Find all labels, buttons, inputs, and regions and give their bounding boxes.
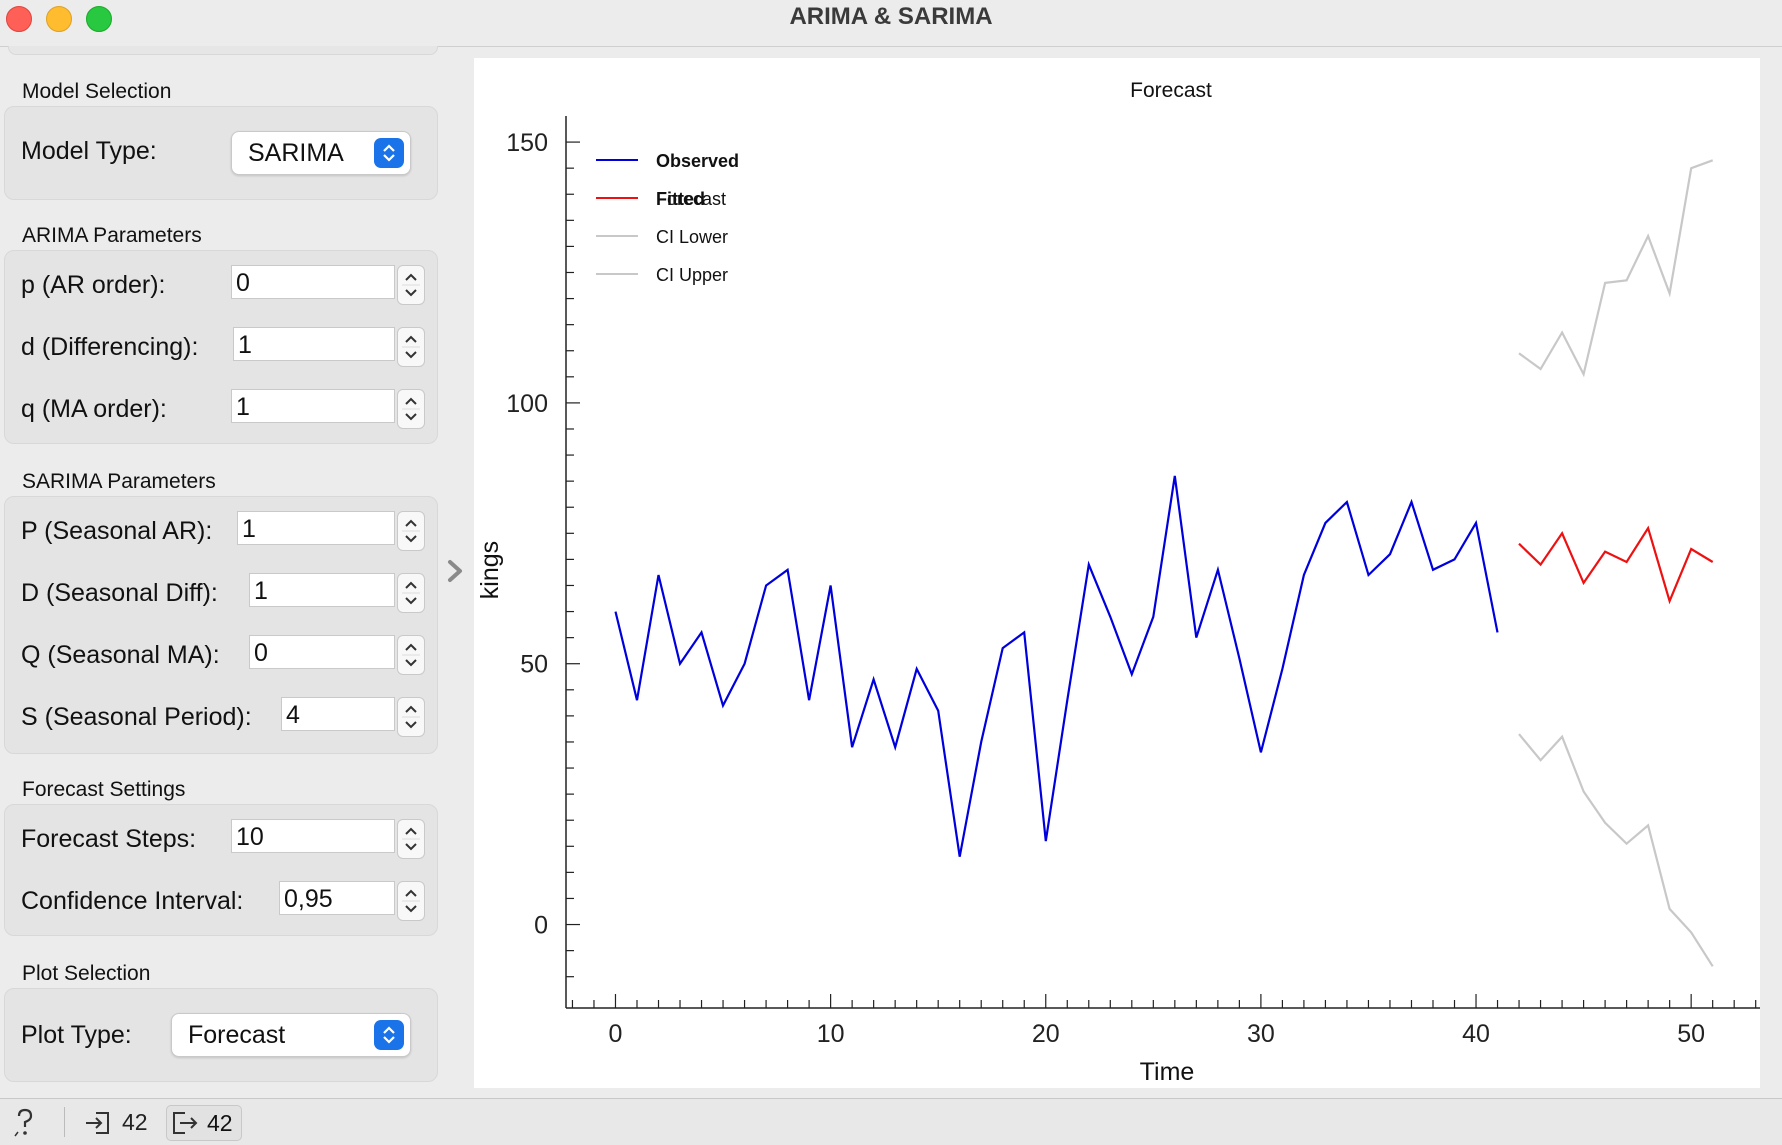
window-title: ARIMA & SARIMA	[789, 3, 993, 30]
x-axis-label: Time	[1140, 1058, 1195, 1086]
y-tick-label: 0	[534, 912, 548, 940]
series-line-forecast	[1518, 525, 1714, 605]
arima-parameters-box: p (AR order): 0 d (Differencing): 1 q (M…	[4, 250, 438, 444]
seasonal-p-input[interactable]: 1	[237, 511, 395, 545]
output-count-value: 42	[207, 1110, 233, 1136]
plot-area: 0 50 100 150 0 10 20 30 40 50 Observed Fitted Forec…	[474, 58, 1760, 1088]
scrolled-section-edge	[8, 46, 438, 55]
q-label: q (MA order):	[21, 395, 167, 423]
select-arrows-icon	[374, 138, 404, 168]
forecast-steps-label: Forecast Steps:	[21, 825, 197, 853]
x-tick-label: 0	[609, 1020, 623, 1048]
p-input[interactable]: 0	[231, 265, 395, 299]
close-window-button[interactable]	[6, 6, 32, 32]
x-tick-label: 40	[1462, 1020, 1490, 1048]
status-divider	[64, 1107, 65, 1137]
q-spinbox[interactable]: 1	[231, 389, 427, 429]
seasonal-p-label: P (Seasonal AR):	[21, 517, 213, 545]
p-label: p (AR order):	[21, 271, 166, 299]
input-count[interactable]: 42	[84, 1107, 154, 1137]
seasonal-d-stepper[interactable]	[397, 573, 425, 613]
input-count-value: 42	[122, 1109, 148, 1135]
seasonal-d-input[interactable]: 1	[249, 573, 395, 607]
chart-title: Forecast	[1130, 79, 1212, 102]
confidence-interval-label: Confidence Interval:	[21, 887, 244, 915]
model-selection-heading: Model Selection	[22, 80, 172, 103]
forecast-steps-stepper[interactable]	[397, 819, 425, 859]
d-stepper[interactable]	[397, 327, 425, 367]
confidence-interval-stepper[interactable]	[397, 881, 425, 921]
minimize-window-button[interactable]	[46, 6, 72, 32]
seasonal-s-label: S (Seasonal Period):	[21, 703, 252, 731]
series-line-ci-lower	[1518, 733, 1714, 967]
legend-label: Fitted	[656, 189, 705, 209]
output-icon	[173, 1112, 198, 1134]
status-bar: 42 42	[0, 1098, 1782, 1145]
x-tick-label: 30	[1247, 1020, 1275, 1048]
select-arrows-icon	[374, 1020, 404, 1050]
series-line-observed	[614, 475, 1499, 857]
seasonal-d-label: D (Seasonal Diff):	[21, 579, 218, 607]
control-sidebar: Model Selection Model Type: SARIMA ARIMA…	[0, 46, 440, 1096]
seasonal-s-input[interactable]: 4	[281, 697, 395, 731]
confidence-interval-spinbox[interactable]: 0,95	[279, 881, 427, 921]
d-input[interactable]: 1	[233, 327, 395, 361]
plot-type-value: Forecast	[188, 1021, 286, 1049]
legend-label: CI Lower	[656, 227, 728, 247]
legend-label: Observed	[656, 151, 739, 171]
plot-type-label: Plot Type:	[21, 1021, 132, 1049]
seasonal-s-stepper[interactable]	[397, 697, 425, 737]
zoom-window-button[interactable]	[86, 6, 112, 32]
q-input[interactable]: 1	[231, 389, 395, 423]
y-tick-label: 50	[520, 651, 548, 679]
x-tick-label: 20	[1032, 1020, 1060, 1048]
legend-label: CI Upper	[656, 265, 728, 285]
collapse-sidebar-chevron-icon[interactable]	[440, 556, 470, 586]
d-label: d (Differencing):	[21, 333, 199, 361]
d-spinbox[interactable]: 1	[233, 327, 427, 367]
sarima-parameters-box: P (Seasonal AR): 1 D (Seasonal Diff): 1 …	[4, 496, 438, 754]
seasonal-q-label: Q (Seasonal MA):	[21, 641, 220, 669]
q-stepper[interactable]	[397, 389, 425, 429]
model-type-label: Model Type:	[21, 137, 157, 165]
sarima-parameters-heading: SARIMA Parameters	[22, 470, 216, 493]
y-tick-label: 100	[506, 390, 548, 418]
series-line-ci-upper	[1518, 159, 1714, 378]
forecast-steps-spinbox[interactable]: 10	[231, 819, 427, 859]
seasonal-d-spinbox[interactable]: 1	[249, 573, 427, 613]
plot-selection-heading: Plot Selection	[22, 962, 151, 985]
model-selection-box: Model Type: SARIMA	[4, 106, 438, 200]
p-spinbox[interactable]: 0	[231, 265, 427, 305]
y-tick-label: 150	[506, 129, 548, 157]
x-tick-label: 10	[817, 1020, 845, 1048]
y-axis-label: kings	[476, 541, 504, 599]
output-count-button[interactable]: 42	[166, 1105, 242, 1141]
forecast-settings-heading: Forecast Settings	[22, 778, 186, 801]
model-type-value: SARIMA	[248, 139, 344, 167]
seasonal-q-stepper[interactable]	[397, 635, 425, 675]
seasonal-s-spinbox[interactable]: 4	[281, 697, 427, 737]
forecast-steps-input[interactable]: 10	[231, 819, 395, 853]
help-icon[interactable]	[12, 1107, 38, 1137]
seasonal-q-spinbox[interactable]: 0	[249, 635, 427, 675]
title-bar: ARIMA & SARIMA	[0, 0, 1782, 47]
plot-selection-box: Plot Type: Forecast	[4, 988, 438, 1082]
confidence-interval-input[interactable]: 0,95	[279, 881, 395, 915]
seasonal-q-input[interactable]: 0	[249, 635, 395, 669]
model-type-select[interactable]: SARIMA	[231, 131, 411, 175]
arima-parameters-heading: ARIMA Parameters	[22, 224, 202, 247]
seasonal-p-spinbox[interactable]: 1	[237, 511, 427, 551]
p-stepper[interactable]	[397, 265, 425, 305]
legend-label: Forecast	[656, 189, 726, 209]
forecast-settings-box: Forecast Steps: 10 Confidence Interval: …	[4, 804, 438, 936]
plot-type-select[interactable]: Forecast	[171, 1013, 411, 1057]
seasonal-p-stepper[interactable]	[397, 511, 425, 551]
x-tick-label: 50	[1677, 1020, 1705, 1048]
input-icon	[86, 1112, 109, 1134]
